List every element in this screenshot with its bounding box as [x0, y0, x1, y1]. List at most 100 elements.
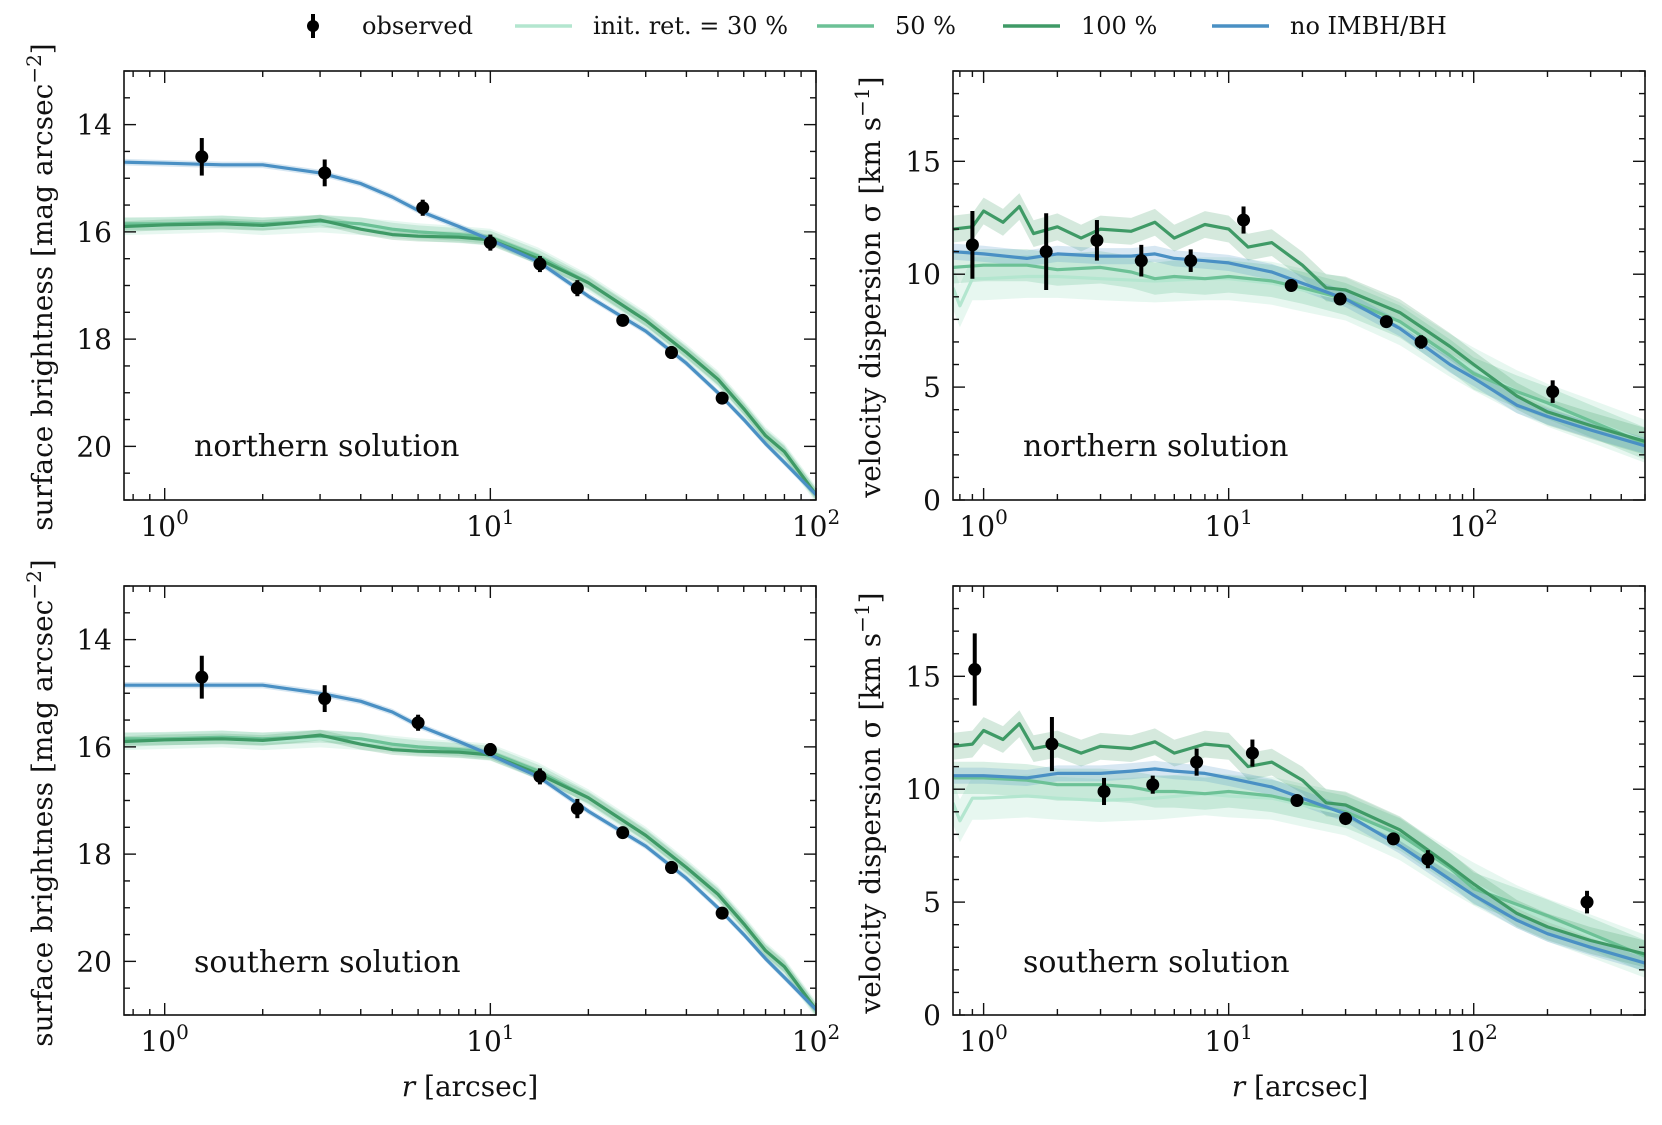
y-tick-label: 10 [905, 258, 941, 291]
observed-point-1 [1045, 737, 1059, 751]
series-line-noimbh [953, 767, 1645, 965]
observed-point-8 [715, 391, 729, 405]
x-tick-label: 100 [140, 1020, 188, 1058]
y-tick-label: 14 [76, 624, 112, 657]
sb-north-annotation: northern solution [194, 429, 459, 464]
observed-point-4 [533, 769, 547, 783]
series-line-ret50 [953, 263, 1645, 446]
y-tick-label: 20 [76, 430, 112, 463]
legend-ret100-label: 100 % [1081, 12, 1157, 40]
plot-frame [952, 70, 1646, 501]
observed-point-7 [665, 346, 679, 360]
y-tick-label: 18 [76, 838, 112, 871]
series-line-noimbh [953, 250, 1645, 448]
band-ret30 [953, 772, 1645, 978]
observed-point-5 [570, 281, 584, 295]
y-tick-label: 16 [76, 216, 112, 249]
x-tick-label: 102 [1450, 1020, 1498, 1058]
sb-south-xlabel: r [arcsec] [402, 1070, 539, 1103]
observed-point-3 [483, 743, 497, 757]
y-tick-label: 5 [923, 371, 941, 404]
y-tick-label: 0 [923, 999, 941, 1032]
vd-north-ylabel: velocity dispersion σ [km s−1] [850, 76, 887, 498]
observed-point-1 [1039, 245, 1053, 259]
legend-observed-marker [307, 20, 319, 32]
y-tick-label: 15 [905, 145, 941, 178]
legend: observed init. ret. = 30 % 50 % 100 % no… [307, 12, 1447, 40]
observed-point-9 [1414, 335, 1428, 349]
x-tick-label: 100 [959, 1020, 1007, 1058]
band-noimbh [124, 682, 816, 1013]
curves-group [953, 710, 1645, 978]
series-line-ret100 [124, 218, 816, 496]
vd-south-xlabel: r [arcsec] [1232, 1070, 1369, 1103]
curves-group [953, 193, 1645, 463]
x-tick-label: 101 [466, 1020, 514, 1058]
vd-south-ylabel: velocity dispersion σ [km s−1] [850, 592, 887, 1014]
band-ret100 [953, 193, 1645, 455]
observed-point-2 [1090, 233, 1104, 247]
sb-south-ylabel: surface brightness [mag arcsec−2] [22, 559, 59, 1047]
observed-point-7 [1333, 292, 1347, 306]
observed-point-0 [195, 670, 209, 684]
series-line-ret50 [953, 776, 1645, 958]
observed-point-10 [1546, 385, 1560, 399]
x-tick-label: 102 [792, 1020, 840, 1058]
observed-point-3 [1134, 254, 1148, 268]
observed-point-9 [1421, 852, 1435, 866]
observed-point-10 [1580, 895, 1594, 909]
observed-point-4 [1184, 254, 1198, 268]
observed-point-1 [318, 166, 332, 180]
x-tick-label: 101 [1204, 1020, 1252, 1058]
y-tick-label: 10 [905, 773, 941, 806]
series-line-ret100 [953, 204, 1645, 443]
observed-point-5 [1237, 213, 1251, 227]
y-tick-label: 5 [923, 886, 941, 919]
y-tick-label: 14 [76, 109, 112, 142]
observed-point-8 [1386, 832, 1400, 846]
observed-point-4 [1190, 755, 1204, 769]
panel-velocity-dispersion-south: 100 101 102 0 5 10 15 [905, 585, 1646, 1058]
plot-frame [952, 585, 1646, 1016]
series-line-ret100 [124, 733, 816, 1011]
panel-surface-brightness-south: 100 101 102 14 16 18 20 [76, 585, 840, 1058]
vd-north-annotation: northern solution [1023, 429, 1288, 464]
observed-point-7 [1339, 812, 1353, 826]
observed-point-1 [318, 692, 332, 706]
observed-point-2 [416, 201, 430, 215]
legend-ret50-label: 50 % [895, 12, 956, 40]
observed-point-5 [1245, 746, 1259, 760]
y-tick-label: 20 [76, 945, 112, 978]
panel-surface-brightness-north: 100 101 102 14 16 18 20 [76, 70, 840, 543]
x-tick-label: 100 [959, 505, 1007, 543]
y-tick-label: 0 [923, 484, 941, 517]
x-tick-label: 101 [466, 505, 514, 543]
observed-point-0 [965, 238, 979, 252]
x-tick-label: 102 [792, 505, 840, 543]
observed-point-7 [665, 861, 679, 875]
legend-observed-label: observed [362, 12, 473, 40]
y-tick-label: 15 [905, 660, 941, 693]
x-tick-label: 100 [140, 505, 188, 543]
observed-point-6 [616, 313, 630, 327]
sb-south-annotation: southern solution [194, 945, 461, 980]
y-tick-label: 18 [76, 323, 112, 356]
observed-point-0 [968, 663, 982, 677]
x-tick-label: 102 [1450, 505, 1498, 543]
band-ret50 [953, 249, 1645, 460]
observed-point-0 [195, 150, 209, 164]
observed-point-6 [1284, 279, 1298, 292]
vd-south-annotation: southern solution [1023, 945, 1290, 980]
observed-point-3 [483, 236, 497, 250]
observed-point-4 [533, 257, 547, 271]
panel-velocity-dispersion-north: 100 101 102 0 5 10 15 [905, 70, 1646, 543]
legend-noimbh-label: no IMBH/BH [1290, 12, 1447, 40]
observed-point-8 [715, 906, 729, 920]
observed-point-6 [1290, 794, 1304, 807]
observed-point-3 [1146, 778, 1160, 792]
x-tick-label: 101 [1204, 505, 1252, 543]
y-tick-label: 16 [76, 731, 112, 764]
sb-north-ylabel: surface brightness [mag arcsec−2] [22, 43, 59, 531]
series-line-ret100 [953, 722, 1645, 956]
